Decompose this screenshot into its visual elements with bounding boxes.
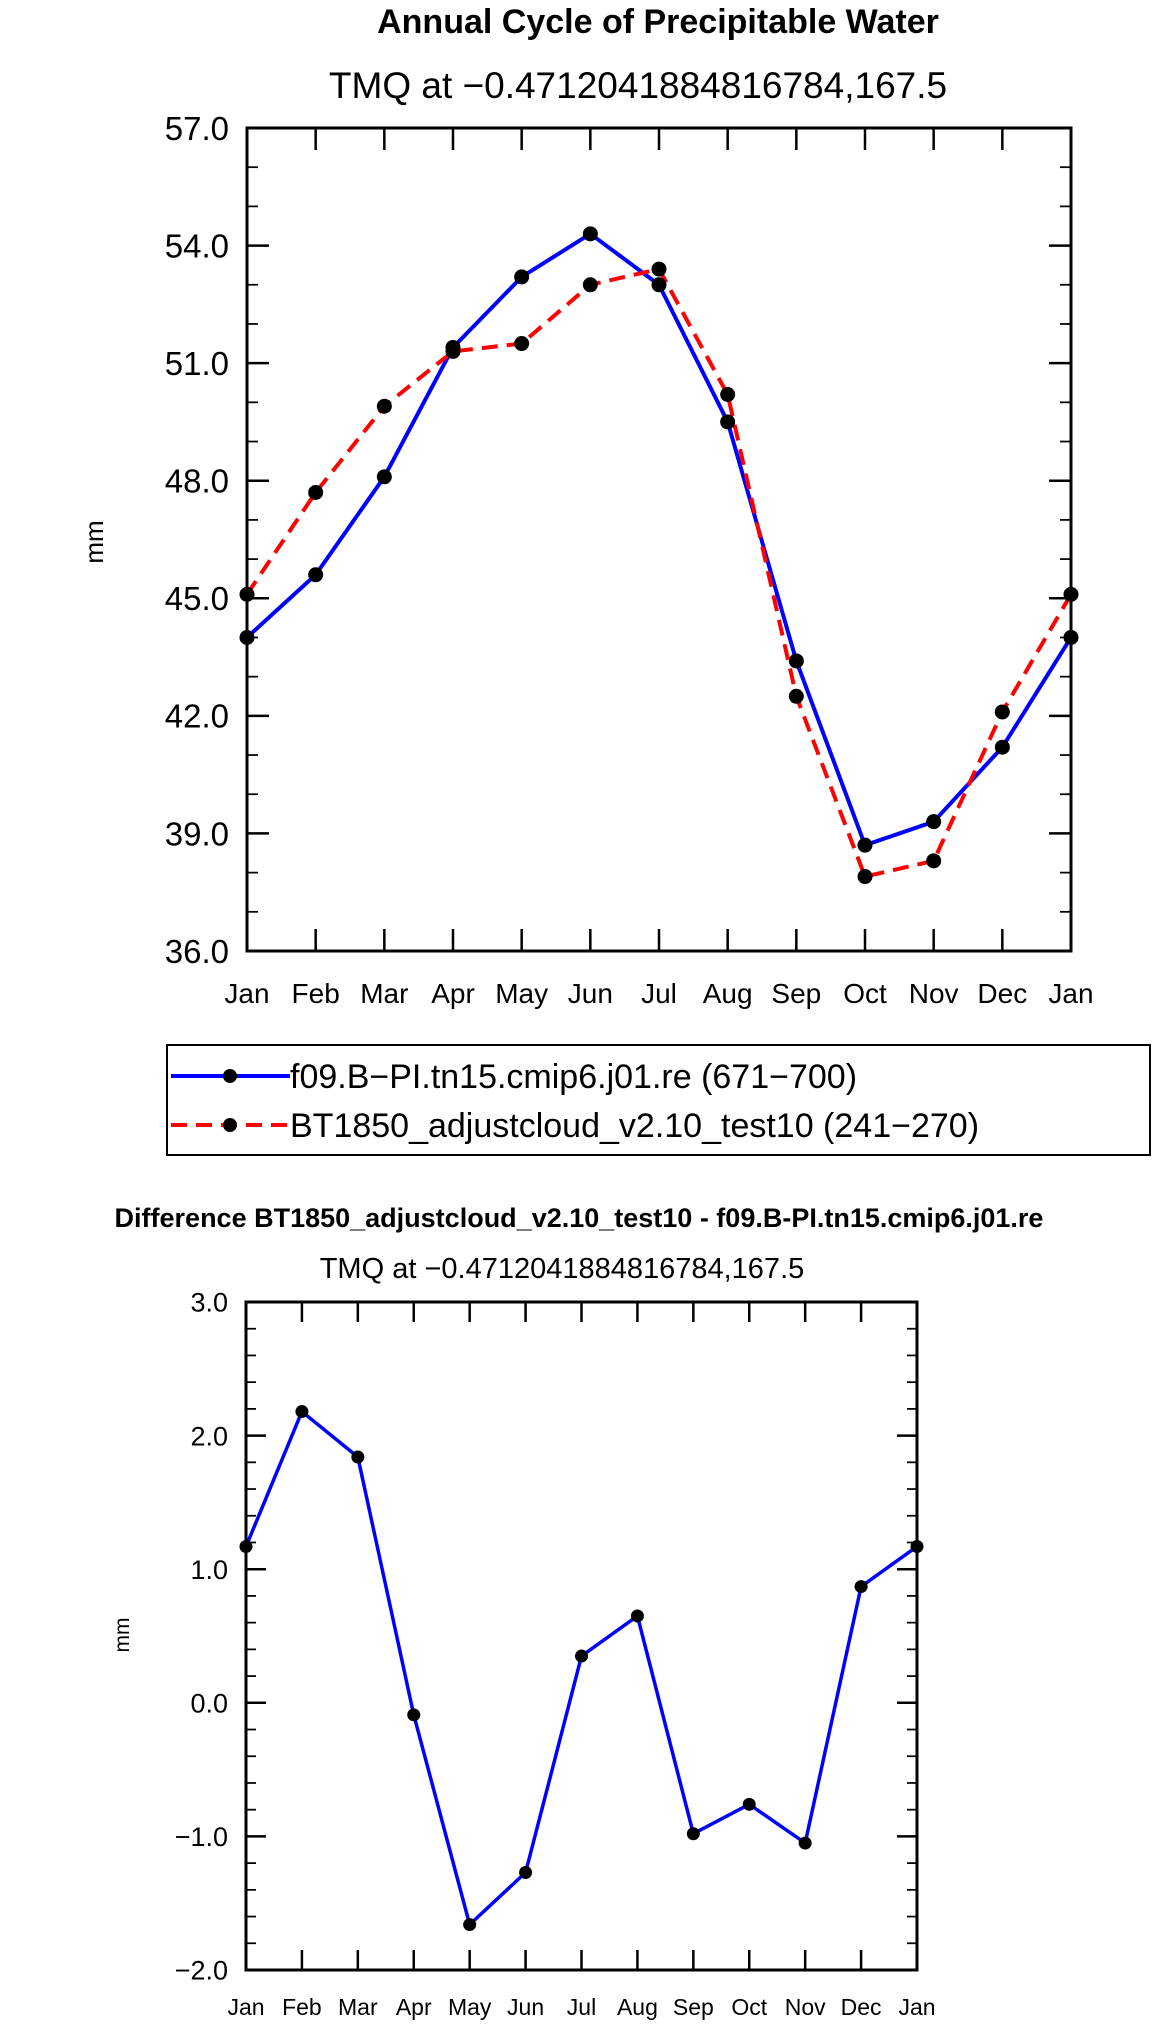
chart1-series-1-point	[651, 277, 667, 293]
chart2-plot: Jan Feb Mar Apr May Jun Jul Aug Sep Oct Nov Dec Jan −…	[175, 1288, 936, 2020]
chart2-xtick-label: Jan	[898, 1994, 935, 2020]
chart1-series-2-point	[788, 688, 804, 704]
chart2-xtick-label: Apr	[396, 1994, 432, 2020]
chart1-series-1-point	[376, 469, 392, 485]
chart1-series-2-point	[514, 336, 530, 352]
chart1-series-1-point	[857, 837, 873, 853]
chart1-title: Annual Cycle of Precipitable Water	[377, 3, 939, 41]
chart1-plot: Jan Feb Mar Apr May Jun Jul Aug Sep Oct Nov Dec Jan 3…	[165, 110, 1094, 1009]
chart1-xtick-label: Mar	[360, 978, 408, 1009]
chart1-series-2-point	[308, 484, 324, 500]
chart1-series-2-point	[582, 277, 598, 293]
chart2-xtick-label: Aug	[617, 1994, 658, 2020]
chart1-ytick-label: 45.0	[165, 580, 229, 617]
chart2-series-1-point	[742, 1797, 756, 1811]
chart1-ytick-label: 57.0	[165, 110, 229, 147]
chart2-series-1-point	[407, 1708, 421, 1722]
chart1-series-2-point	[651, 261, 667, 277]
chart1-ytick-label: 42.0	[165, 698, 229, 735]
legend-marker-series-1	[223, 1069, 237, 1083]
chart1-ytick-label: 36.0	[165, 933, 229, 970]
chart2-xtick-label: Mar	[338, 1994, 378, 2020]
chart1-legend: f09.B−PI.tn15.cmip6.j01.re (671−700) BT1…	[166, 1044, 1151, 1156]
chart1-series-2-point	[857, 869, 873, 885]
chart1-series-1-point	[720, 414, 736, 430]
chart2-series-1-point	[686, 1827, 700, 1841]
chart2-series-1-point	[854, 1580, 868, 1594]
chart1-series-2-point	[720, 386, 736, 402]
chart1-series-2-line	[245, 267, 1073, 879]
chart1-series-1-point	[994, 739, 1010, 755]
legend-label-series-1: f09.B−PI.tn15.cmip6.j01.re (671−700)	[290, 1058, 857, 1096]
chart1-xtick-label: Jan	[1048, 978, 1093, 1009]
chart1-series-1-point	[788, 653, 804, 669]
chart1-series-1-line	[245, 231, 1073, 848]
chart1-xtick-label: Jan	[224, 978, 269, 1009]
legend-box	[166, 1044, 1151, 1156]
chart1-ytick-label: 51.0	[165, 345, 229, 382]
chart1-xtick-label: Sep	[771, 978, 821, 1009]
chart1-xtick-label: Jun	[568, 978, 613, 1009]
chart2-xtick-label: Nov	[785, 1994, 826, 2020]
chart1-xtick-label: Nov	[909, 978, 959, 1009]
chart1-ytick-label: 54.0	[165, 227, 229, 264]
chart2-series-1-point	[519, 1865, 533, 1879]
chart1-series-1-point	[239, 629, 255, 645]
chart2-ytick-label: 0.0	[190, 1689, 228, 1719]
chart2-ylabel: mm	[111, 1618, 134, 1653]
chart1-xtick-label: Aug	[703, 978, 753, 1009]
chart2-ytick-label: −2.0	[175, 1956, 228, 1986]
chart1-series-2-point	[994, 704, 1010, 720]
chart1-ytick-label: 39.0	[165, 815, 229, 852]
chart1-series-2-point	[445, 343, 461, 359]
chart2-series-1-point	[463, 1918, 477, 1932]
chart2-ytick-label: 3.0	[190, 1288, 228, 1318]
chart2-series-1-line	[244, 1409, 919, 1927]
chart1-xtick-label: Apr	[431, 978, 475, 1009]
chart2-ytick-label: 1.0	[190, 1555, 228, 1585]
chart1-series-1-point	[926, 814, 942, 830]
chart1-xtick-label: Jul	[641, 978, 677, 1009]
chart1-series-2-point	[239, 586, 255, 602]
chart1-series-2-point	[926, 853, 942, 869]
chart2-series-1-point	[351, 1450, 365, 1464]
chart1-series-1-point	[308, 567, 324, 583]
chart2-xtick-label: Dec	[841, 1994, 882, 2020]
chart1-series-2-point	[1063, 586, 1079, 602]
chart1-xtick-label: Feb	[292, 978, 340, 1009]
chart1-ytick-label: 48.0	[165, 463, 229, 500]
chart2-series-1-point	[910, 1539, 924, 1553]
chart1-xtick-label: May	[495, 978, 548, 1009]
chart2-ytick-label: 2.0	[190, 1421, 228, 1451]
chart2-xtick-label: Oct	[731, 1994, 767, 2020]
chart2-xtick-label: Jan	[227, 1994, 264, 2020]
legend-marker-series-2	[223, 1118, 237, 1132]
chart1-xtick-label: Dec	[977, 978, 1027, 1009]
chart2-subtitle: TMQ at −0.4712041884816784,167.5	[320, 1253, 805, 1285]
chart1-subtitle: TMQ at −0.4712041884816784,167.5	[329, 65, 947, 106]
chart2-xtick-label: Jul	[567, 1994, 596, 2020]
chart2-frame	[244, 1300, 919, 1972]
chart2-ytick-label: −1.0	[175, 1822, 228, 1852]
chart1-series-1-point	[514, 269, 530, 285]
chart2-xtick-label: Jun	[507, 1994, 544, 2020]
chart2-series-1-point	[630, 1609, 644, 1623]
chart1-series-1-point	[1063, 629, 1079, 645]
chart2-xtick-label: Feb	[282, 1994, 322, 2020]
chart2-series-1-point	[295, 1405, 309, 1419]
chart2-title: Difference BT1850_adjustcloud_v2.10_test…	[115, 1203, 1044, 1233]
chart1-series-2-point	[376, 398, 392, 414]
chart1-xtick-label: Oct	[843, 978, 887, 1009]
chart2-series-1-point	[798, 1836, 812, 1850]
legend-label-series-2: BT1850_adjustcloud_v2.10_test10 (241−270…	[290, 1107, 979, 1145]
chart1-series-1-point	[582, 226, 598, 242]
chart1-ylabel: mm	[79, 520, 109, 563]
chart2-series-1-point	[575, 1649, 588, 1663]
chart2-xtick-label: Sep	[673, 1994, 714, 2020]
chart2-xtick-label: May	[448, 1994, 492, 2020]
chart2-series-1-point	[239, 1539, 253, 1553]
